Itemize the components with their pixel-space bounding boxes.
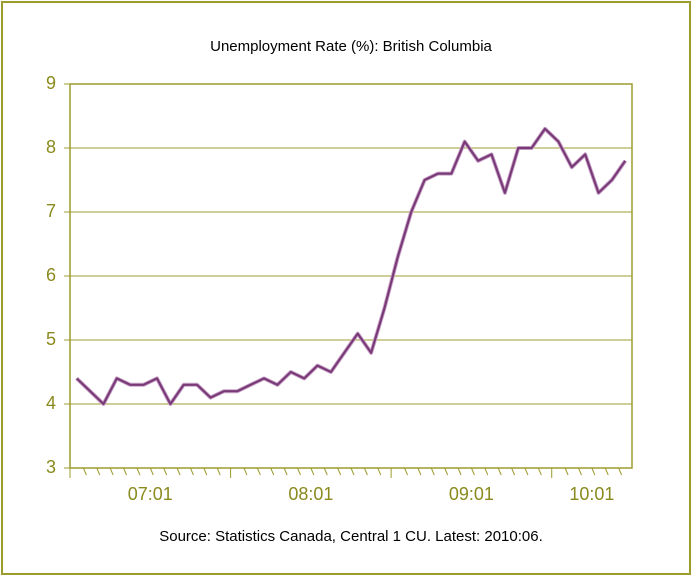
x-tick-mark — [537, 467, 542, 476]
x-tick-label: 10:01 — [569, 484, 614, 504]
x-tick-mark — [310, 467, 315, 476]
x-tick-mark — [203, 467, 208, 476]
x-tick-label: 07:01 — [128, 484, 173, 504]
data-line — [75, 127, 627, 406]
x-tick-mark — [511, 467, 516, 476]
x-tick-mark — [497, 467, 502, 476]
x-tick-mark — [484, 467, 489, 476]
x-tick-mark — [337, 467, 342, 476]
x-tick-mark — [444, 467, 449, 476]
x-tick-mark — [377, 467, 382, 476]
x-tick-mark — [163, 467, 168, 476]
x-tick-mark — [404, 467, 408, 476]
x-tick-mark — [283, 467, 288, 476]
source-note: Source: Statistics Canada, Central 1 CU.… — [159, 528, 543, 545]
x-tick-mark — [430, 467, 435, 476]
x-tick-mark — [417, 467, 422, 476]
x-tick-mark — [564, 467, 569, 476]
x-tick-mark — [578, 467, 582, 476]
x-tick-mark — [123, 467, 127, 476]
y-tick-label: 6 — [46, 265, 56, 285]
x-tick-mark — [591, 467, 596, 476]
x-tick-mark — [270, 467, 275, 476]
x-tick-label: 08:01 — [288, 484, 333, 504]
x-tick-mark — [216, 467, 221, 476]
x-tick-mark — [470, 467, 475, 476]
x-tick-mark — [323, 467, 328, 476]
x-tick-mark — [82, 467, 87, 476]
x-tick-mark — [363, 467, 368, 476]
y-tick-label: 4 — [46, 393, 56, 413]
x-tick-mark — [618, 467, 623, 476]
x-tick-mark — [350, 467, 355, 476]
y-tick-label: 7 — [46, 201, 56, 221]
x-tick-mark — [243, 467, 248, 476]
y-tick-label: 8 — [46, 137, 56, 157]
x-tick-mark — [457, 467, 462, 476]
x-tick-mark — [176, 467, 181, 476]
x-tick-mark — [96, 467, 101, 476]
chart-title: Unemployment Rate (%): British Columbia — [210, 38, 492, 55]
y-tick-label: 3 — [46, 457, 56, 477]
x-tick-label: 09:01 — [449, 484, 494, 504]
x-tick-mark — [109, 467, 114, 476]
x-tick-mark — [189, 467, 194, 476]
y-tick-label: 5 — [46, 329, 56, 349]
y-tick-label: 9 — [46, 73, 56, 93]
x-tick-mark — [256, 467, 261, 476]
x-tick-mark — [136, 467, 141, 476]
x-tick-mark — [524, 467, 529, 476]
x-tick-mark — [604, 467, 609, 476]
x-tick-mark — [149, 467, 154, 476]
x-tick-mark — [297, 467, 301, 476]
